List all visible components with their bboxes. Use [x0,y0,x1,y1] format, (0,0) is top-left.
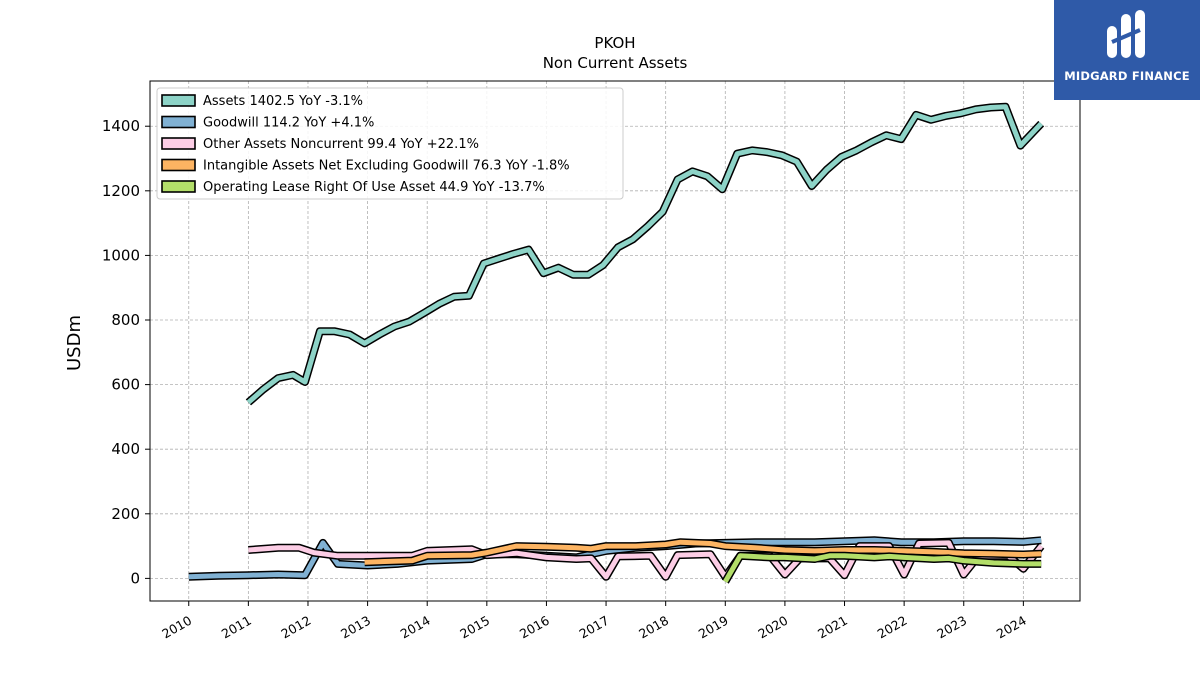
legend-label: Assets 1402.5 YoY -3.1% [203,94,363,109]
y-tick-label: 0 [130,569,140,587]
x-tick-label: 2015 [457,613,492,642]
y-tick-label: 1000 [102,246,140,264]
legend-swatch [161,158,196,172]
legend-swatch [161,180,196,193]
x-tick-label: 2021 [815,613,850,642]
legend-label: Operating Lease Right Of Use Asset 44.9 … [203,180,545,195]
series-line [723,553,1042,583]
y-axis: 0 200 400 600 800 1000 1200 1400 [102,117,150,587]
plot-frame [149,80,1081,602]
y-tick-label: 200 [111,505,140,523]
x-tick-label: 2013 [338,613,373,642]
midgard-finance-logo: MIDGARD FINANCE [1054,0,1200,100]
x-tick-label: 2018 [636,613,671,642]
plot-lines [188,102,1045,584]
x-tick-label: 2014 [398,613,433,642]
legend-label: Other Assets Noncurrent 99.4 YoY +22.1% [203,137,479,152]
y-tick-label: 400 [111,440,140,458]
series-line [248,540,1044,580]
series-goodwill [188,536,1042,581]
series-operating-lease-right-of-use-asset [721,551,1042,584]
logo-text: MIDGARD FINANCE [1064,69,1190,83]
series-line [364,539,1042,565]
legend-label: Goodwill 114.2 YoY +4.1% [203,116,374,131]
x-tick-label: 2022 [875,613,910,642]
x-tick-label: 2012 [278,613,313,642]
series-assets [245,102,1045,406]
y-tick-label: 1200 [102,182,140,200]
series-other-assets-noncurrent [248,538,1045,581]
x-tick-label: 2017 [577,613,612,642]
y-tick-label: 600 [111,376,140,394]
legend-swatch [161,94,196,107]
legend-box [156,87,624,200]
x-tick-label: 2023 [934,613,969,642]
legend-swatch [161,137,196,150]
x-tick-label: 2010 [159,613,194,642]
series-intangible-assets-net-excluding-goodwill [364,538,1042,567]
x-axis: 2010 2011 2012 2013 2014 2015 2016 2017 2018 2019… [159,601,1029,642]
series-line [188,537,1042,580]
x-tick-label: 2011 [219,613,254,642]
x-tick-label: 2020 [755,613,790,642]
x-tick-label: 2016 [517,613,552,642]
logo-mark-icon [1107,10,1145,58]
x-tick-label: 2019 [696,613,731,642]
y-tick-label: 1400 [102,117,140,135]
y-tick-label: 800 [111,311,140,329]
legend-label: Intangible Assets Net Excluding Goodwill… [203,159,570,174]
legend-swatch [161,115,196,129]
legend: Assets 1402.5 YoY -3.1% Goodwill 114.2 Yo… [156,87,624,200]
series-line [246,104,1044,405]
chart-subtitle: Non Current Assets [543,54,688,72]
x-tick-label: 2024 [994,613,1029,642]
y-axis-label: USDm [64,315,85,371]
chart-title: PKOH [594,34,635,52]
